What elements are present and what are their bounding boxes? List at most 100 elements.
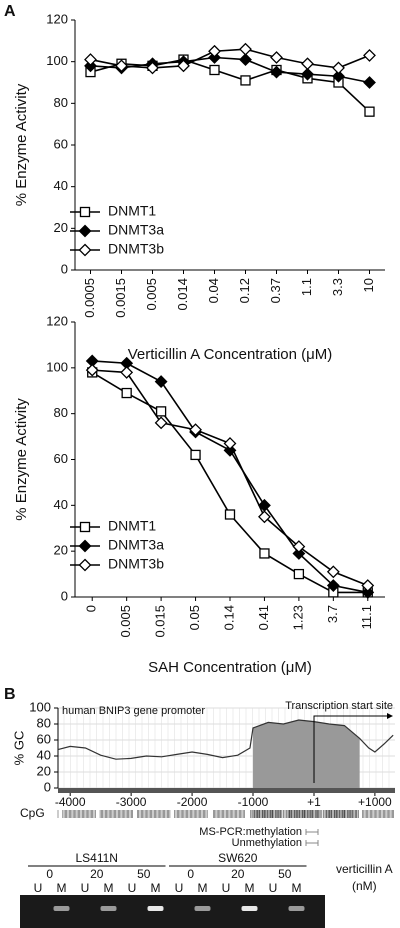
marker <box>85 363 99 377</box>
marker <box>270 65 283 79</box>
dose-label: 0 <box>46 867 53 881</box>
gel-band <box>53 906 70 911</box>
marker <box>155 406 167 417</box>
marker <box>146 61 159 75</box>
marker <box>78 243 92 257</box>
arrow-head <box>387 713 393 719</box>
y-tick-label: 80 <box>54 405 68 420</box>
x-tick-label: +1 <box>307 795 321 809</box>
gel-band <box>100 906 117 911</box>
y-tick-label: 40 <box>54 497 68 512</box>
marker <box>78 558 92 572</box>
lane-label: U <box>81 881 90 895</box>
gel-image <box>20 895 325 928</box>
dose-label: 20 <box>90 867 104 881</box>
y-tick-label: 100 <box>29 699 51 714</box>
marker <box>223 443 237 457</box>
marker <box>361 579 375 592</box>
x-axis-bar <box>58 788 395 793</box>
series-line <box>90 48 370 69</box>
y-tick-label: 80 <box>37 715 51 730</box>
series-line <box>90 56 370 84</box>
marker <box>363 76 376 89</box>
marker <box>301 57 314 71</box>
lane-label: M <box>104 881 114 895</box>
primer-mark <box>305 840 319 846</box>
lane-label: M <box>57 881 67 895</box>
y-tick-label: 20 <box>54 220 68 235</box>
annotation: Transcription start site <box>285 700 393 712</box>
marker <box>120 365 134 379</box>
x-tick-label: 1.23 <box>290 605 305 630</box>
legend-label: DNMT3a <box>108 537 164 553</box>
marker <box>177 59 190 73</box>
x-tick-label: 3.7 <box>325 605 340 623</box>
y-tick-label: 0 <box>61 588 68 603</box>
x-tick-label: 0.005 <box>118 605 133 638</box>
marker <box>239 42 252 56</box>
y-tick-label: 60 <box>54 136 68 151</box>
y-tick-label: 0 <box>44 779 51 794</box>
y-axis-title: % Enzyme Activity <box>13 398 30 521</box>
lane-label: M <box>151 881 161 895</box>
legend-label: DNMT3b <box>108 241 164 257</box>
x-axis-title: Verticillin A Concentration (μM) <box>128 346 333 363</box>
unit-label: (nM) <box>352 879 377 893</box>
y-tick-label: 40 <box>54 178 68 193</box>
tss-arrow <box>313 715 391 783</box>
chart-title: human BNIP3 gene promoter <box>62 705 205 717</box>
legend-label: DNMT3b <box>108 556 164 572</box>
lane-label: U <box>269 881 278 895</box>
marker <box>223 437 237 450</box>
marker <box>239 53 252 67</box>
marker <box>364 106 375 117</box>
y-axis-title: % Enzyme Activity <box>13 83 30 206</box>
lane-label: U <box>175 881 184 895</box>
panel-label: B <box>4 686 16 703</box>
legend-label: DNMT1 <box>108 203 156 219</box>
panel-label: A <box>4 3 16 20</box>
y-tick-label: 120 <box>46 313 68 328</box>
marker <box>301 67 314 81</box>
marker <box>326 565 340 579</box>
marker <box>292 547 306 560</box>
x-tick-label: +1000 <box>358 795 392 809</box>
x-tick-label: -2000 <box>177 795 208 809</box>
x-tick-label: 0.14 <box>221 605 236 630</box>
marker <box>189 423 202 437</box>
marker <box>240 75 251 86</box>
gel-band <box>288 906 305 911</box>
lane-label: U <box>34 881 43 895</box>
x-tick-label: 1.1 <box>299 278 314 296</box>
y-tick-label: 60 <box>54 451 68 466</box>
marker <box>326 579 340 592</box>
marker <box>115 59 128 73</box>
y-tick-label: 100 <box>46 359 68 374</box>
x-tick-label: 0.005 <box>144 278 159 311</box>
x-tick-label: 0.015 <box>153 605 168 638</box>
y-tick-label: 20 <box>37 763 51 778</box>
y-tick-label: 20 <box>54 543 68 558</box>
primer-label: MS-PCR:methylation <box>199 826 302 838</box>
marker <box>208 44 221 58</box>
marker <box>258 510 271 524</box>
marker <box>332 69 345 83</box>
series-line <box>92 369 369 587</box>
marker <box>154 416 168 430</box>
x-tick-label: 10 <box>361 278 376 292</box>
x-tick-label: 0.12 <box>237 278 252 303</box>
dose-label: 20 <box>231 867 245 881</box>
marker <box>209 64 220 76</box>
x-tick-label: 0.37 <box>268 278 283 303</box>
lane-label: U <box>222 881 231 895</box>
lane-label: M <box>198 881 208 895</box>
x-tick-label: 11.1 <box>359 605 374 629</box>
cell-line: LS411N <box>76 851 118 865</box>
gel-band <box>194 906 211 911</box>
marker <box>363 48 376 62</box>
y-tick-label: 120 <box>46 11 68 26</box>
x-tick-label: 0 <box>84 605 99 612</box>
track-label: CpG <box>20 806 45 820</box>
marker <box>78 539 92 553</box>
